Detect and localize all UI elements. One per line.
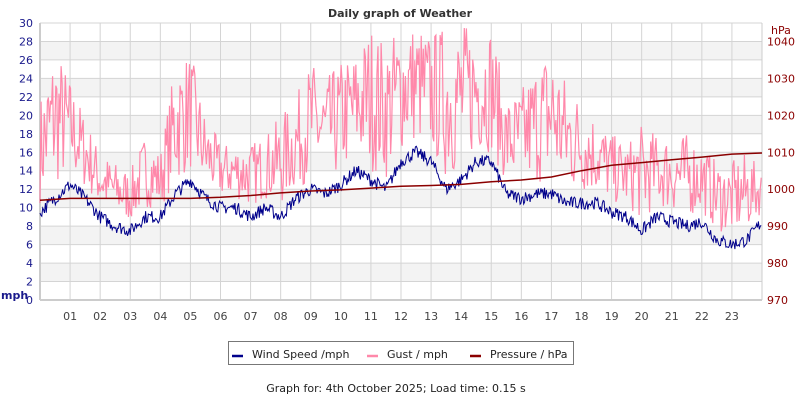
x-tick-label: 04 [153, 310, 167, 323]
footer-text: Graph for: 4th October 2025; Load time: … [266, 382, 526, 395]
x-tick-label: 06 [214, 310, 228, 323]
x-tick-label: 14 [454, 310, 468, 323]
x-tick-label: 03 [123, 310, 137, 323]
left-tick-label: 10 [19, 202, 33, 215]
right-tick-label: 1030 [767, 72, 795, 85]
legend-label: Gust / mph [387, 348, 448, 361]
left-tick-label: 16 [19, 146, 33, 159]
wind-speed-series-line [39, 145, 762, 250]
right-tick-label: 1020 [767, 109, 795, 122]
x-tick-label: 22 [695, 310, 709, 323]
x-tick-label: 13 [424, 310, 438, 323]
left-tick-label: 4 [26, 257, 33, 270]
x-tick-label: 08 [274, 310, 288, 323]
left-tick-label: 6 [26, 239, 33, 252]
x-tick-label: 02 [93, 310, 107, 323]
left-tick-label: 18 [19, 128, 33, 141]
legend-label: Pressure / hPa [490, 348, 568, 361]
x-tick-label: 07 [244, 310, 258, 323]
x-tick-label: 09 [304, 310, 318, 323]
x-tick-label: 23 [725, 310, 739, 323]
left-tick-label: 30 [19, 17, 33, 30]
legend-label: Wind Speed /mph [252, 348, 350, 361]
left-tick-label: 12 [19, 183, 33, 196]
x-tick-label: 17 [544, 310, 558, 323]
left-tick-label: 2 [26, 276, 33, 289]
left-tick-label: 14 [19, 165, 33, 178]
left-tick-label: 26 [19, 54, 33, 67]
legend-box [228, 341, 574, 365]
chart-title: Daily graph of Weather [328, 7, 473, 20]
x-tick-label: 18 [575, 310, 589, 323]
right-tick-label: 1040 [767, 35, 795, 48]
x-tick-label: 12 [394, 310, 408, 323]
x-tick-label: 05 [183, 310, 197, 323]
x-tick-label: 10 [334, 310, 348, 323]
right-tick-label: 970 [767, 294, 788, 307]
gust-series-line [39, 27, 762, 232]
right-tick-label: 1010 [767, 146, 795, 159]
x-tick-label: 20 [635, 310, 649, 323]
pressure-series-line [39, 152, 763, 202]
x-tick-label: 19 [605, 310, 619, 323]
x-tick-label: 01 [63, 310, 77, 323]
x-tick-label: 21 [665, 310, 679, 323]
left-axis-label: mph [1, 289, 28, 302]
right-tick-label: 990 [767, 220, 788, 233]
left-tick-label: 22 [19, 91, 33, 104]
left-tick-label: 8 [26, 220, 33, 233]
right-axis-label: hPa [771, 24, 791, 37]
right-tick-label: 1000 [767, 183, 795, 196]
left-tick-label: 0 [26, 294, 33, 307]
left-tick-label: 28 [19, 35, 33, 48]
x-tick-label: 16 [514, 310, 528, 323]
left-tick-label: 20 [19, 109, 33, 122]
x-tick-label: 11 [364, 310, 378, 323]
x-tick-label: 15 [484, 310, 498, 323]
right-tick-label: 980 [767, 257, 788, 270]
left-tick-label: 24 [19, 72, 33, 85]
